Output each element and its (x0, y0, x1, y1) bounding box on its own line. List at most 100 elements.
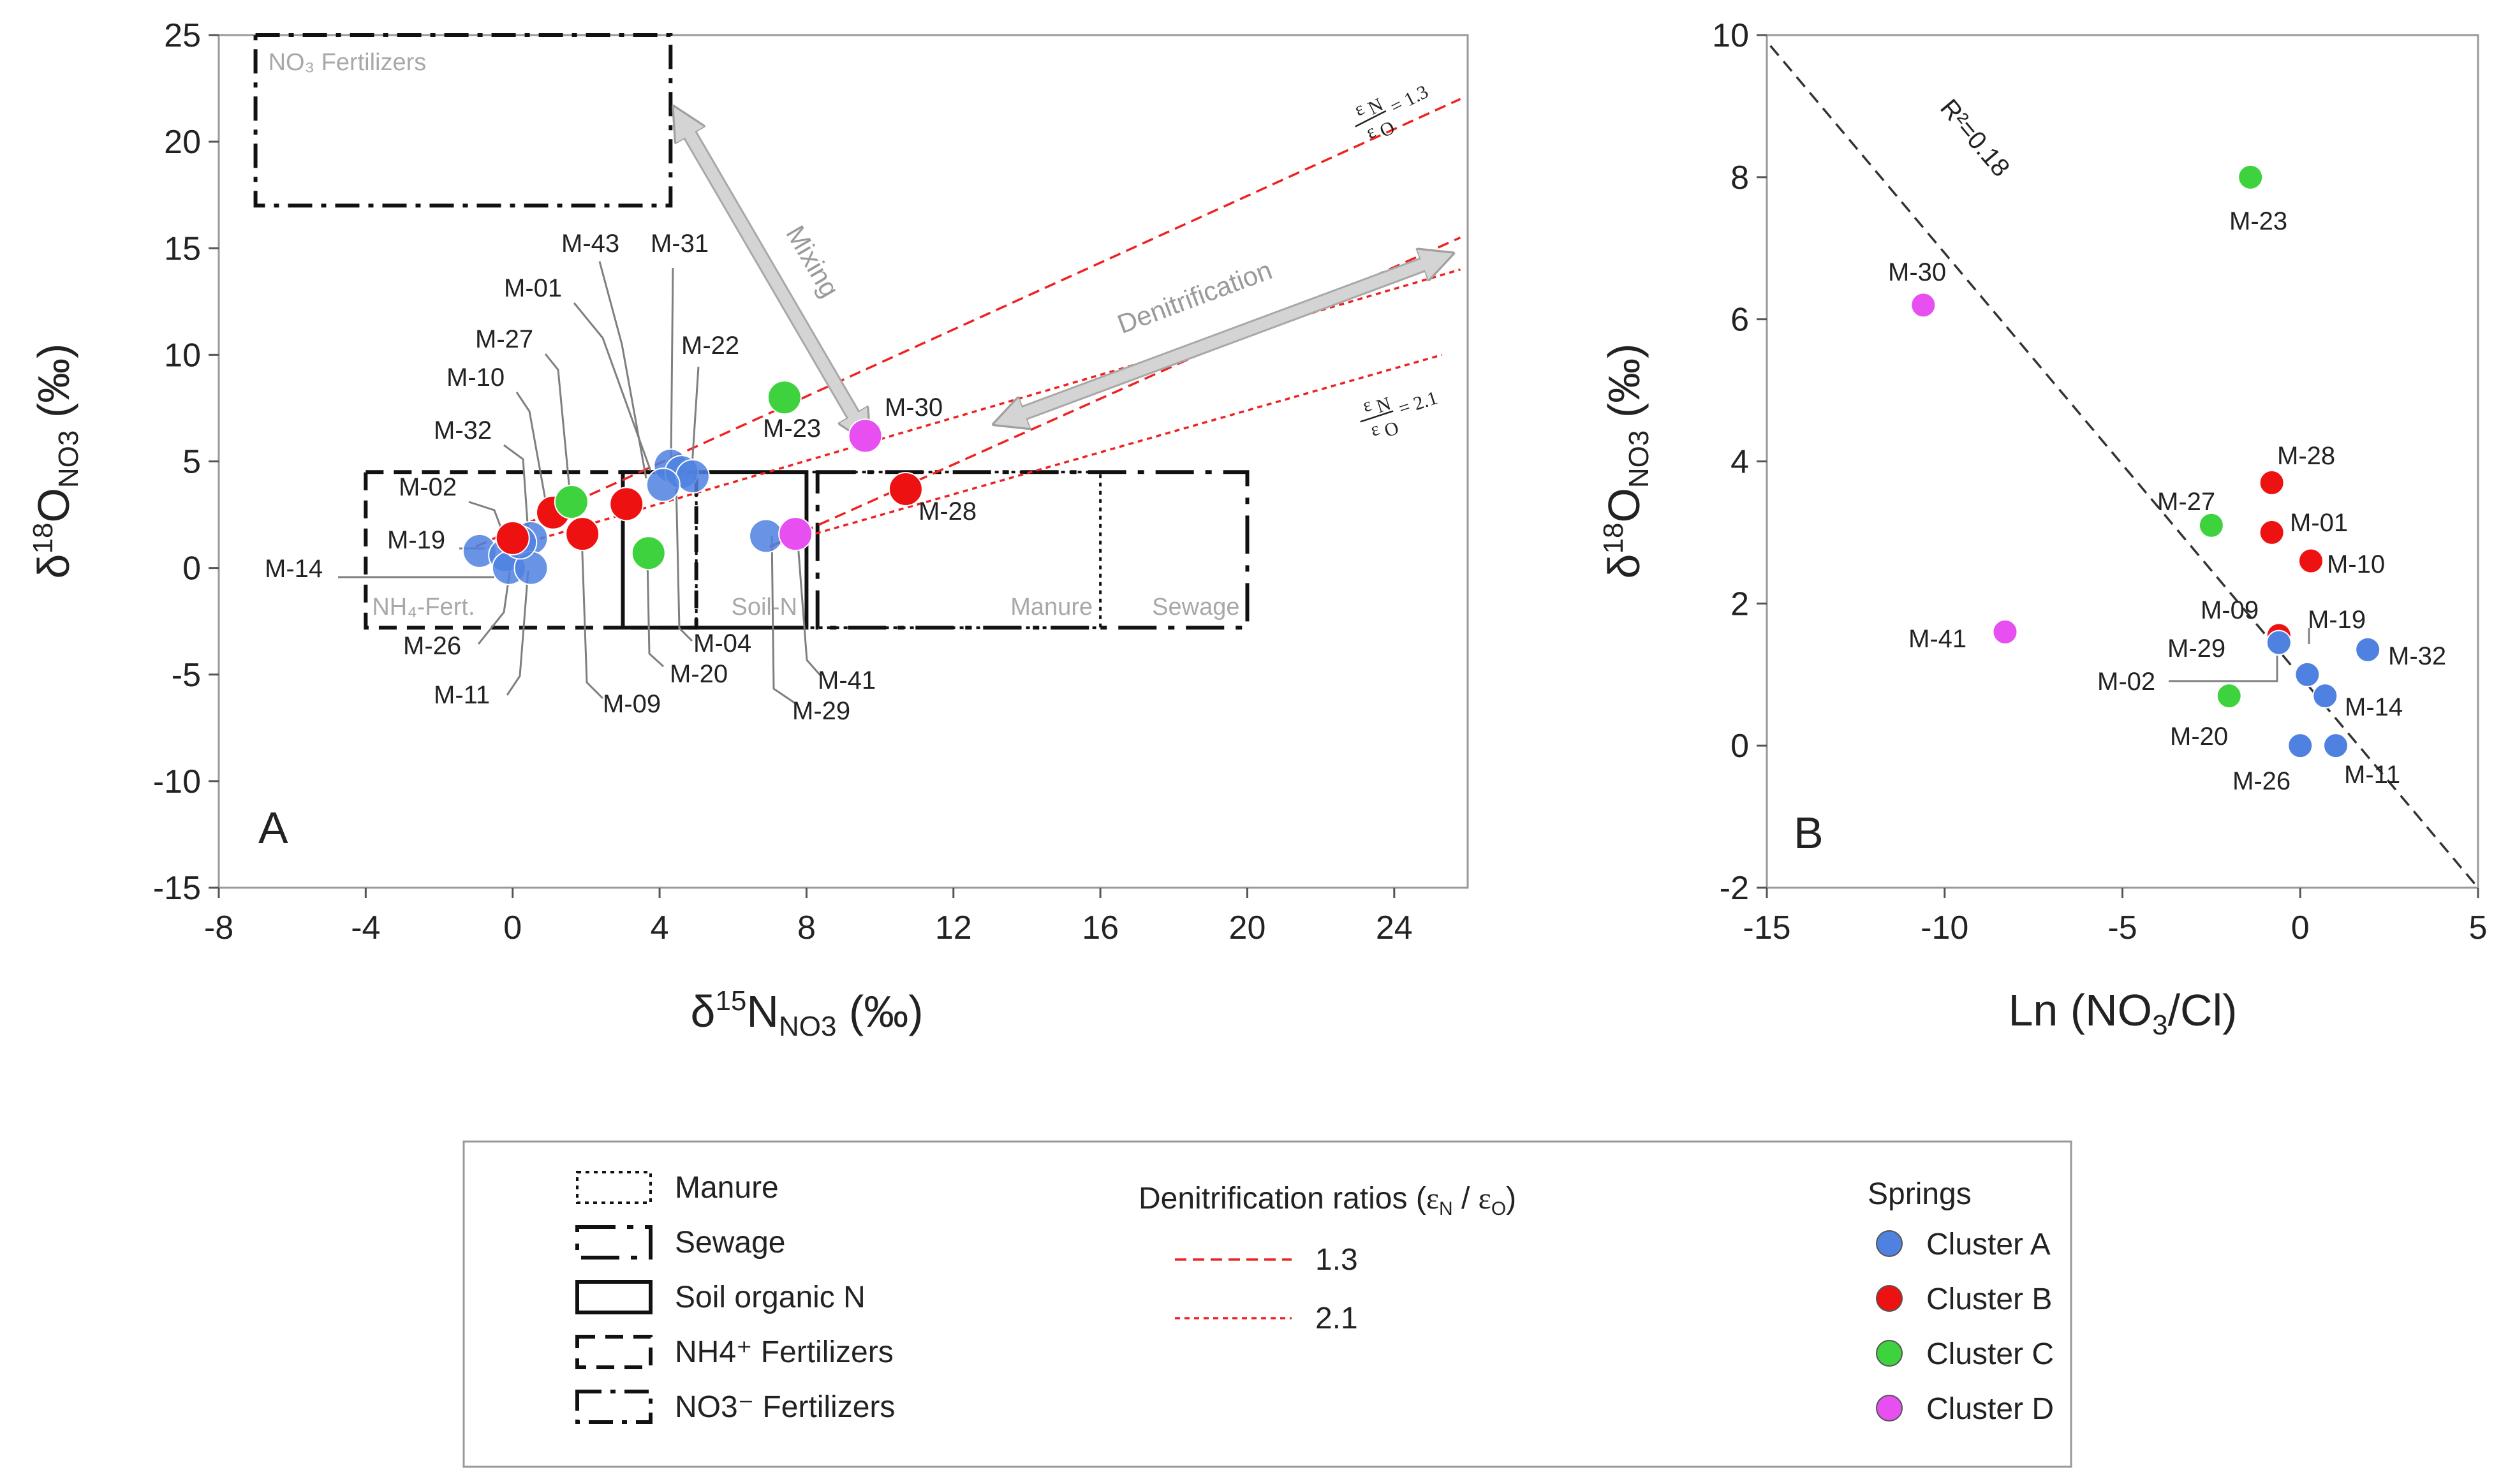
panel-b-point-m-29 (2266, 629, 2292, 656)
panel-b-point-label: M-02 (2097, 668, 2155, 696)
panel-a-point-label: M-19 (387, 526, 445, 554)
panel-a-point-label: M-11 (434, 681, 490, 709)
panel-a-y-unit: (‰) (29, 344, 78, 430)
panel-b-x-post: /Cl) (2168, 985, 2238, 1035)
panel-a-x-tick-label: 24 (1376, 909, 1413, 946)
panel-a-x-unit: (‰) (836, 987, 923, 1036)
panel-a-x-sub: NO3 (779, 1011, 836, 1042)
panel-b-point-label: M-11 (2344, 761, 2400, 789)
panel-b-x-tick-label: -10 (1921, 909, 1968, 946)
panel-b-point-m-30 (1910, 292, 1937, 318)
panel-a-leader-line (646, 557, 665, 668)
panel-b-point-label: M-10 (2327, 550, 2385, 578)
panel-b-point-label: M-27 (2157, 488, 2215, 516)
panel-a-y-tick-label: -15 (153, 870, 201, 907)
panel-a-point-label: M-14 (265, 555, 323, 583)
panel-b-y-axis-title: δ18ONO3 (‰) (1598, 344, 1655, 579)
panel-a-point-label: M-04 (693, 629, 751, 658)
panel-b-point-m-02 (2294, 661, 2320, 687)
legend-ratios-title-n-sub: N (1439, 1198, 1453, 1219)
legend: Manure Sewage Soil organic N NH4⁺ Fertilize… (462, 1140, 2072, 1468)
panel-b-y-tick-label: 4 (1730, 444, 1749, 481)
legend-source-swatch (575, 1335, 653, 1369)
panel-b-x-tick-label: -5 (2107, 909, 2137, 946)
panel-b-y-tick-label: 8 (1730, 159, 1749, 196)
panel-a-point-m-20 (631, 536, 666, 571)
panel-a-point-label: M-10 (446, 364, 505, 392)
panel-b-point-label: M-29 (2167, 635, 2225, 663)
panel-a-x-tick-label: 12 (935, 909, 972, 946)
panel-b-point-m-28 (2259, 469, 2285, 496)
panel-a-leader-line (503, 444, 529, 533)
panel-a-point-label: M-31 (651, 230, 709, 258)
panel-a-y-main: O (29, 488, 78, 522)
panel-b-y-unit: (‰) (1599, 344, 1649, 430)
panel-a-y-tick-label: 15 (164, 230, 201, 267)
legend-ratio-label: 2.1 (1315, 1302, 1358, 1335)
panel-a-point-label: M-22 (681, 332, 739, 360)
legend-source-swatch (575, 1280, 653, 1314)
panel-b-point-m-23 (2238, 164, 2264, 190)
legend-source-swatch (575, 1225, 653, 1260)
legend-source-item: Manure (576, 1171, 779, 1205)
source-box-no3-fertilizers (253, 33, 673, 208)
panel-a-leader-line (515, 392, 549, 511)
panel-b-y-tick-label: 6 (1730, 302, 1749, 339)
panel-b-point-label: M-20 (2170, 723, 2228, 751)
panel-a-point-m-09 (565, 517, 600, 552)
denitrification-ratio-line-2-1 (769, 353, 1443, 548)
panel-b-point-m-01 (2259, 519, 2285, 545)
legend-source-label: NO3⁻ Fertilizers (675, 1390, 895, 1424)
panel-b-y-sup: 18 (1598, 523, 1629, 554)
legend-ratios-title-o-sub: O (1491, 1198, 1506, 1219)
legend-ratios-title-post: ) (1506, 1182, 1516, 1216)
panel-b-y-tick-label: 10 (1712, 17, 1749, 54)
panel-a-y-tick-label: 5 (182, 444, 201, 481)
panel-a-chart: NO₃ Fertilizers NH₄-Fert. Soil-N Manure Sewa… (27, 17, 1469, 1042)
legend-ratios-title-sep: / (1453, 1182, 1479, 1216)
source-box-sewage (815, 470, 1250, 630)
panel-a-y-axis-title: δ18ONO3 (‰) (27, 344, 84, 579)
panel-a-x-tick-label: -4 (351, 909, 380, 946)
legend-source-item: NO3⁻ Fertilizers (575, 1390, 895, 1424)
panel-a-point-label: M-30 (885, 393, 943, 422)
legend-ratio-item: 1.3 (1175, 1243, 1358, 1277)
panel-a-x-tick-label: 8 (797, 909, 816, 946)
source-box-label: NO₃ Fertilizers (269, 49, 427, 76)
panel-a-point-m-30 (848, 418, 883, 453)
panel-a-leader-line (675, 481, 693, 642)
legend-source-item: Sewage (575, 1225, 785, 1260)
ratio-fraction-bar (1355, 110, 1387, 128)
panel-a-point-label: M-02 (399, 473, 457, 501)
panel-a-y-sub: NO3 (53, 430, 84, 488)
legend-ratios-title: Denitrification ratios (εN / εO) (1139, 1182, 1516, 1219)
panel-a-point-label: M-20 (670, 660, 728, 688)
panel-b-x-pre: Ln (NO (2009, 985, 2153, 1035)
legend-cluster-label: Cluster A (1926, 1228, 2051, 1261)
panel-a-leader-line (573, 302, 652, 471)
panel-a-y-tick-label: -10 (153, 763, 201, 800)
panel-b-point-label: M-14 (2345, 693, 2403, 721)
panel-a-point-m-19b (495, 520, 530, 555)
panel-a-y-tick-label: 25 (164, 17, 201, 54)
source-box-label: NH₄-Fert. (372, 594, 475, 621)
panel-a-x-tick-label: 20 (1229, 909, 1266, 946)
panel-a-plot-frame (218, 34, 1469, 889)
panel-a-point-label: M-41 (818, 666, 876, 694)
legend-cluster-marker (1876, 1340, 1903, 1367)
panel-b-y-delta: δ (1599, 554, 1649, 579)
panel-b-y-tick-label: 2 (1730, 585, 1749, 622)
panel-a-x-axis-title: δ15NNO3 (‰) (690, 985, 923, 1042)
legend-cluster-marker (1876, 1395, 1903, 1422)
panel-b-x-sub: 3 (2152, 1010, 2167, 1041)
legend-cluster-item: Cluster C (1876, 1337, 2054, 1371)
panel-a-leader-line (670, 267, 674, 460)
panel-b-point-label: M-41 (1908, 625, 1966, 653)
legend-cluster-marker (1876, 1285, 1903, 1312)
panel-b-point-m-11 (2323, 733, 2349, 759)
panel-a-point-m-28 (888, 471, 923, 506)
panel-b-chart: R²=0.18 M-23M-30M-28M-27M-01M-10M-09 M-19… (1598, 17, 2487, 1041)
panel-a-y-sup: 18 (27, 523, 59, 554)
panel-b-x-tick-label: 5 (2469, 909, 2488, 946)
